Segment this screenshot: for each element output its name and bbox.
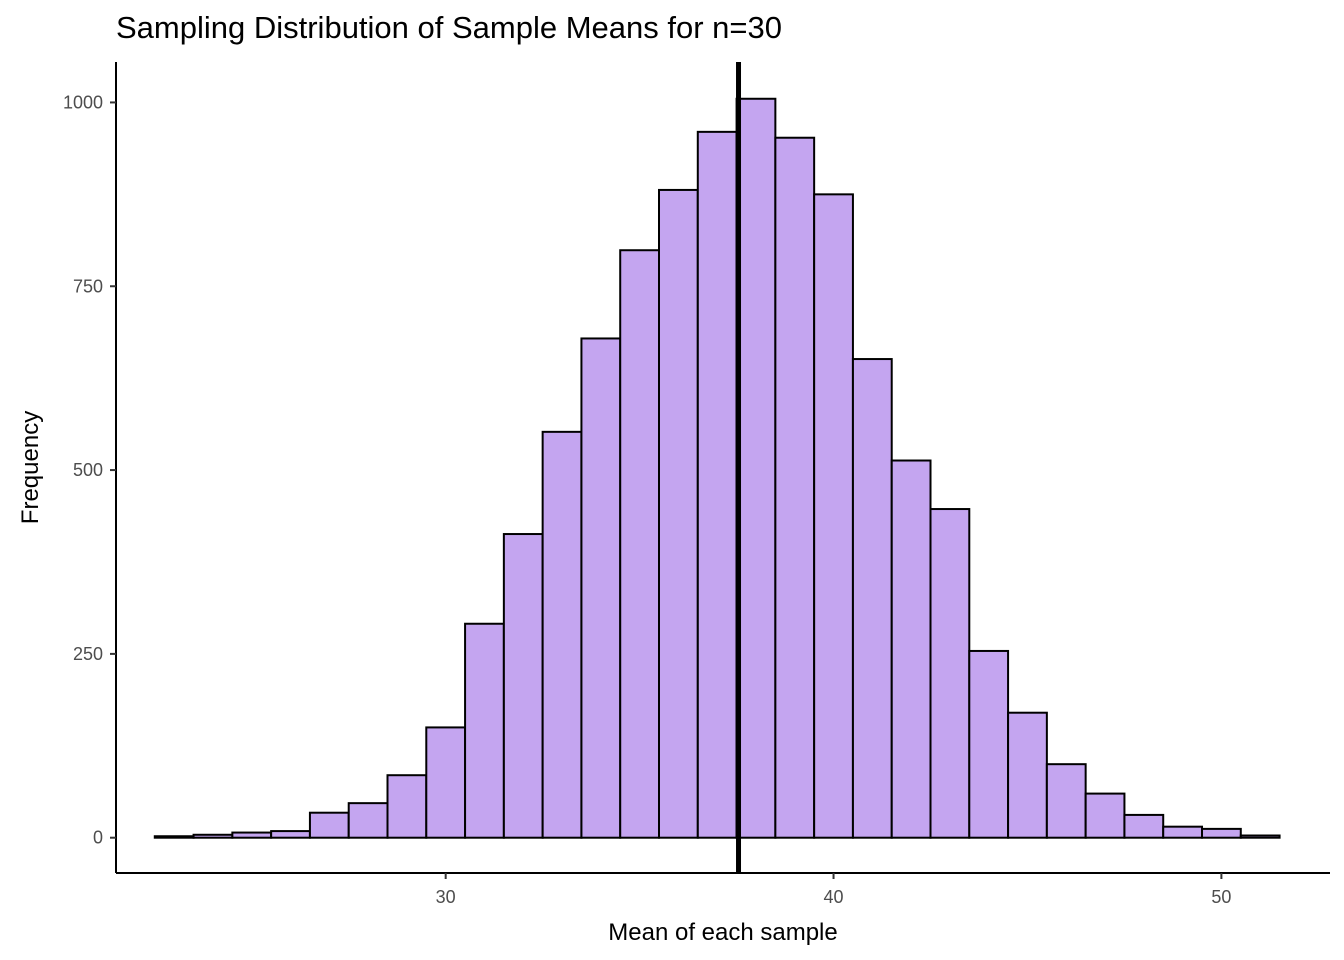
histogram-bar-2: [192, 833, 234, 839]
histogram-bar-3: [231, 831, 273, 839]
histogram-bar-17: [774, 136, 816, 839]
histogram-bar-24: [1045, 763, 1087, 839]
histogram-bar-9: [464, 622, 505, 839]
y-tick-label: 500: [73, 460, 103, 480]
histogram-bar-6: [347, 802, 389, 839]
x-tick-label: 50: [1211, 887, 1231, 907]
histogram-bar-10: [502, 533, 544, 839]
histogram-bar-21: [929, 508, 971, 839]
histogram-bar-11: [541, 430, 583, 839]
histogram-bar-23: [1007, 711, 1048, 839]
x-axis-title: Mean of each sample: [608, 919, 837, 946]
histogram-bar-18: [813, 193, 854, 839]
histogram-bar-14: [658, 188, 699, 839]
y-tick-label: 1000: [63, 92, 103, 112]
y-tick-label: 250: [73, 644, 103, 664]
histogram-bar-12: [580, 337, 622, 839]
histogram-bar-7: [386, 774, 428, 839]
x-tick-label: 40: [824, 887, 844, 907]
histogram-bar-25: [1084, 792, 1126, 839]
histogram-bar-19: [851, 358, 893, 839]
axes: 0 250 500 750 1000 30 40 50: [63, 62, 1330, 907]
histogram-bars: [153, 97, 1281, 839]
histogram-bar-4: [270, 830, 311, 839]
histogram-bar-27: [1162, 825, 1204, 839]
histogram-bar-8: [425, 726, 467, 839]
histogram-bar-20: [890, 459, 932, 839]
histogram-bar-26: [1123, 813, 1165, 839]
histogram-bar-28: [1201, 827, 1242, 839]
x-tick-label: 30: [436, 887, 456, 907]
histogram-bar-16: [735, 97, 777, 839]
histogram-bar-22: [968, 649, 1010, 839]
histogram-bar-5: [308, 811, 350, 839]
histogram-bar-13: [619, 249, 661, 839]
histogram-bar-1: [153, 835, 195, 839]
histogram-bar-15: [696, 130, 738, 839]
y-tick-label: 0: [93, 828, 103, 848]
y-axis-title: Frequency: [17, 411, 44, 524]
chart-title: Sampling Distribution of Sample Means fo…: [116, 10, 782, 45]
histogram-bar-29: [1239, 834, 1281, 839]
y-tick-label: 750: [73, 276, 103, 296]
